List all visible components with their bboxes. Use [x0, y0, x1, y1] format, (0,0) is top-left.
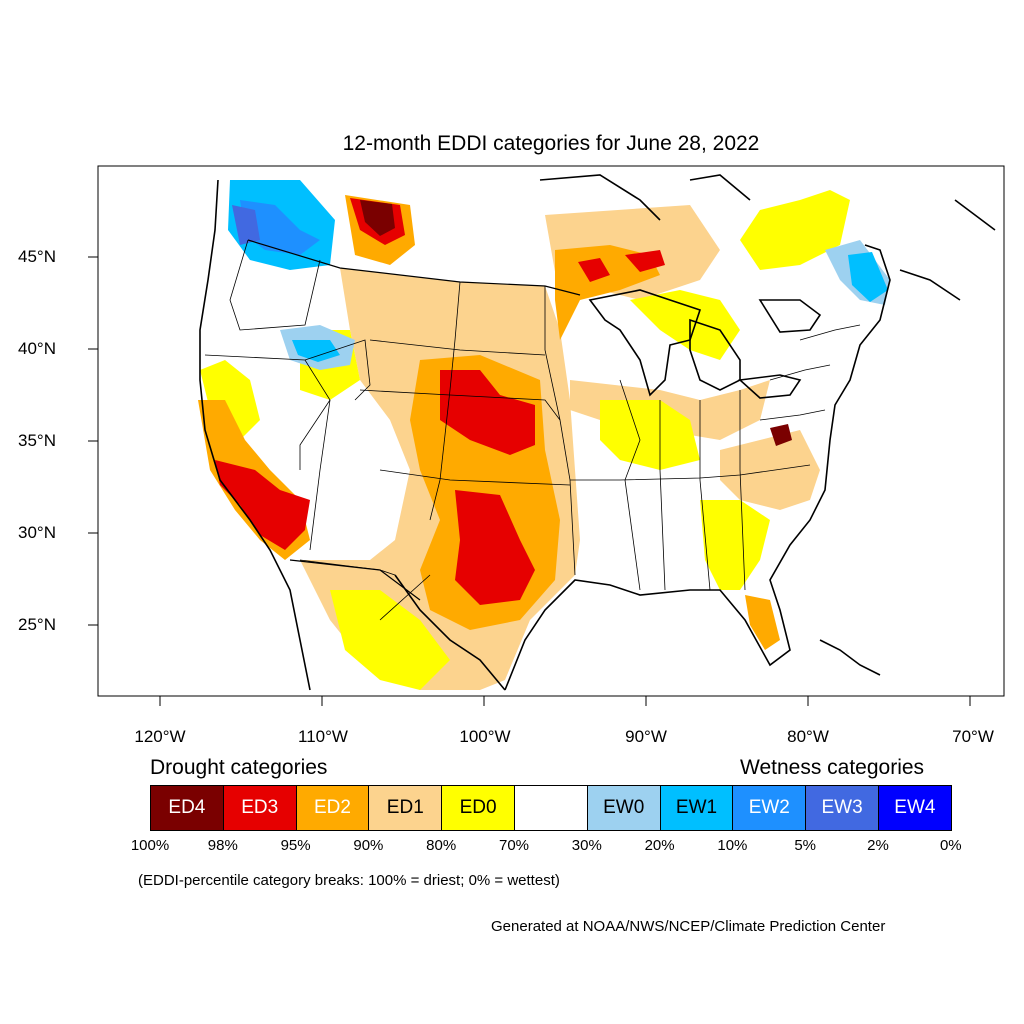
lat-label-45: 45°N	[18, 247, 56, 266]
lon-label-120: 120°W	[134, 727, 186, 746]
ew1-region-ne	[848, 252, 888, 302]
land-mask	[198, 180, 890, 690]
legend-swatch-ed2: ED2	[295, 785, 370, 831]
coastlines	[199, 174, 996, 691]
legend-swatch-ew4: EW4	[878, 785, 952, 831]
legend-swatch-neutral	[514, 785, 588, 831]
legend-swatch-ed0: ED0	[441, 785, 515, 831]
ed2-region-mn	[555, 245, 660, 340]
legend-break-label: 5%	[794, 837, 817, 854]
drought-heading: Drought categories	[150, 756, 328, 779]
lat-label-30: 30°N	[18, 523, 56, 542]
lon-label-110: 110°W	[298, 727, 348, 746]
axis-ticks	[88, 256, 971, 706]
legend-break-label: 90%	[353, 837, 384, 854]
legend-swatch-ew0: EW0	[586, 785, 661, 831]
ed0-region-5	[740, 190, 850, 270]
legend-break-label: 80%	[426, 837, 457, 854]
country-border	[247, 239, 581, 601]
ed0-region-4	[700, 500, 770, 590]
ed0-region-6	[330, 590, 450, 690]
wetness-heading: Wetness categories	[740, 756, 925, 779]
legend-swatch-ew2: EW2	[732, 785, 807, 831]
ed3-region-6	[625, 250, 665, 272]
legend-break-label: 2%	[867, 837, 889, 854]
lon-label-70: 70°W	[952, 727, 994, 746]
lat-label-35: 35°N	[18, 431, 56, 450]
lon-label-100: 100°W	[459, 727, 511, 746]
ed4-region	[360, 200, 395, 236]
ew1-region-2	[292, 340, 340, 362]
lat-label-25: 25°N	[18, 615, 56, 634]
map-title: 12-month EDDI categories for June 28, 20…	[342, 132, 760, 155]
legend-break-label: 10%	[717, 837, 748, 854]
ew3-region	[232, 205, 260, 245]
legend-break-label: 100%	[130, 837, 170, 854]
legend-break-label: 98%	[207, 837, 238, 854]
legend-break-label: 30%	[571, 837, 602, 854]
ed2-region-fl	[745, 595, 780, 650]
legend-swatch-ew3: EW3	[805, 785, 879, 831]
legend-swatch-ed1: ED1	[368, 785, 443, 831]
lon-label-90: 90°W	[625, 727, 667, 746]
legend-swatch-ed4: ED4	[150, 785, 224, 831]
legend-break-label: 0%	[939, 837, 962, 854]
ed3-region-2	[455, 490, 535, 605]
legend-break-label: 20%	[644, 837, 675, 854]
lat-label-40: 40°N	[18, 339, 56, 358]
legend-break-label: 70%	[498, 837, 530, 854]
ed1-region-se	[720, 430, 820, 510]
ew2-region	[240, 200, 320, 255]
lon-label-80: 80°W	[787, 727, 829, 746]
ed4-region-2	[770, 424, 792, 446]
legend-swatch-ew1: EW1	[659, 785, 734, 831]
legend-swatch-ed3: ED3	[222, 785, 297, 831]
credit-line: Generated at NOAA/NWS/NCEP/Climate Predi…	[491, 918, 886, 935]
legend-break-label: 95%	[280, 837, 311, 854]
category-note: (EDDI-percentile category breaks: 100% =…	[138, 872, 560, 889]
ed0-region-2	[600, 400, 700, 470]
ed3-region	[440, 370, 535, 455]
map-frame-border	[97, 165, 1005, 697]
ed3-region-3	[215, 460, 310, 550]
state-borders	[204, 239, 861, 621]
ed3-region-5	[578, 258, 610, 282]
ed0-region-3	[630, 290, 740, 360]
